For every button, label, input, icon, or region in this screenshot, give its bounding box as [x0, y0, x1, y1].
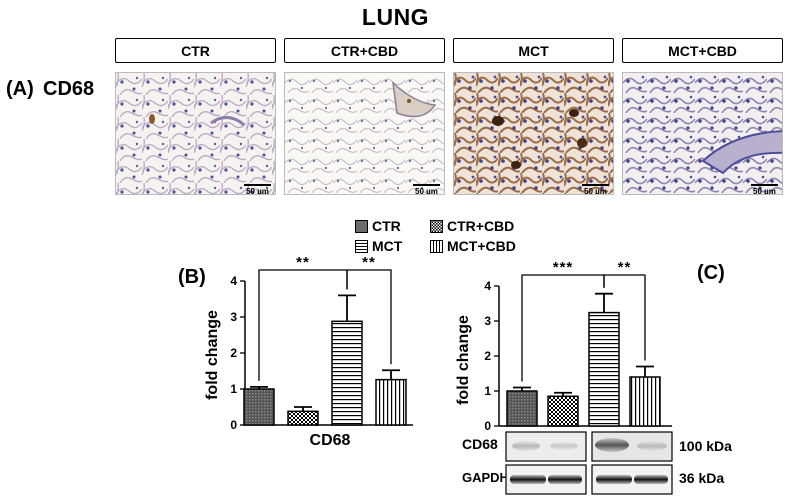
legend-swatch-mct [355, 240, 368, 253]
tissue-image-mct: 50 µm [454, 73, 613, 195]
panel-c-label: (C) [697, 262, 725, 284]
band-cd68-ctr-cbd [550, 442, 578, 450]
y-tick-label: 4 [484, 279, 491, 293]
blot-image [505, 431, 673, 495]
y-tick-label: 0 [484, 419, 491, 433]
panel-a-label: (A) [6, 78, 34, 100]
legend-swatch-ctr [355, 220, 368, 233]
bar-mct-cbd [629, 376, 661, 427]
blot-protein-label-cd68: CD68 [462, 436, 498, 452]
scale-bar-label: 50 µm [246, 187, 269, 195]
y-tick-label: 2 [230, 346, 237, 360]
bar-mct [588, 311, 620, 427]
group-header-ctr-cbd: CTR+CBD [284, 38, 445, 63]
scale-bar-label: 50 µm [753, 187, 776, 195]
y-tick-label: 0 [230, 418, 237, 432]
band-cd68-mct [595, 438, 629, 452]
significance-bracket [346, 269, 392, 365]
legend-label-ctr-cbd: CTR+CBD [447, 218, 515, 234]
scale-bar-label: 50 µm [415, 187, 438, 195]
bar-ctr-cbd [287, 410, 319, 426]
bar-mct [331, 320, 363, 426]
figure-title: LUNG [361, 4, 430, 30]
significance-bracket [603, 274, 646, 361]
tissue-image-ctr-cbd: 50 µm [285, 73, 444, 195]
group-header-mct: MCT [453, 38, 614, 63]
legend: CTR CTR+CBD MCT MCT+CBD [355, 218, 555, 258]
legend-swatch-ctr-cbd [430, 220, 443, 233]
bar-mct-cbd [375, 378, 407, 426]
blot-size-label-gapdh: 36 kDa [679, 470, 725, 486]
western-blot: CD68 GAPDH 100 kDa 36 kDa [460, 430, 790, 500]
blot-protein-label-gapdh: GAPDH [462, 470, 509, 485]
panel-a-stain-label: CD68 [43, 78, 95, 100]
chart-b-x-axis-label: CD68 [310, 432, 351, 449]
micrograph-mct: 50 µm [453, 72, 614, 195]
band-cd68-ctr [512, 441, 540, 451]
significance-label: *** [553, 259, 574, 276]
y-tick-label: 3 [230, 310, 237, 324]
legend-label-mct: MCT [372, 238, 403, 254]
micrograph-ctr: 50 µm [115, 72, 276, 195]
panel-b-label: (B) [178, 266, 206, 288]
group-header-mct-cbd: MCT+CBD [622, 38, 783, 63]
micrograph-ctr-cbd: 50 µm [284, 72, 445, 195]
y-tick-label: 1 [230, 382, 237, 396]
legend-swatch-mct-cbd [430, 240, 443, 253]
tissue-image-ctr: 50 µm [116, 73, 275, 195]
significance-label: ** [618, 259, 632, 276]
band-gapdh-mct-cbd [634, 475, 668, 484]
y-tick-label: 3 [484, 314, 491, 328]
band-cd68-mct-cbd [637, 441, 667, 451]
bar-ctr-cbd [547, 395, 579, 427]
legend-label-mct-cbd: MCT+CBD [447, 238, 516, 254]
chart-c-y-axis-label: fold change [455, 315, 472, 405]
band-gapdh-ctr-cbd [548, 475, 582, 484]
bar-ctr [506, 390, 538, 427]
chart-b-y-axis-label: fold change [204, 310, 221, 400]
y-tick-label: 4 [230, 274, 237, 288]
y-tick-label: 2 [484, 349, 491, 363]
micrograph-mct-cbd: 50 µm [622, 72, 783, 195]
tissue-image-mct-cbd: 50 µm [623, 73, 782, 195]
group-header-ctr: CTR [115, 38, 276, 63]
band-gapdh-mct [596, 475, 632, 484]
bar-ctr [243, 388, 275, 426]
scale-bar-label: 50 µm [584, 187, 607, 195]
significance-label: ** [296, 255, 310, 271]
y-tick-label: 1 [484, 384, 491, 398]
band-gapdh-ctr [510, 475, 546, 484]
blot-size-label-cd68: 100 kDa [679, 438, 732, 454]
chart-b: fold change CD68 0 1 2 3 4 ** ** [204, 255, 413, 449]
significance-label: ** [362, 255, 376, 271]
legend-label-ctr: CTR [372, 218, 401, 234]
